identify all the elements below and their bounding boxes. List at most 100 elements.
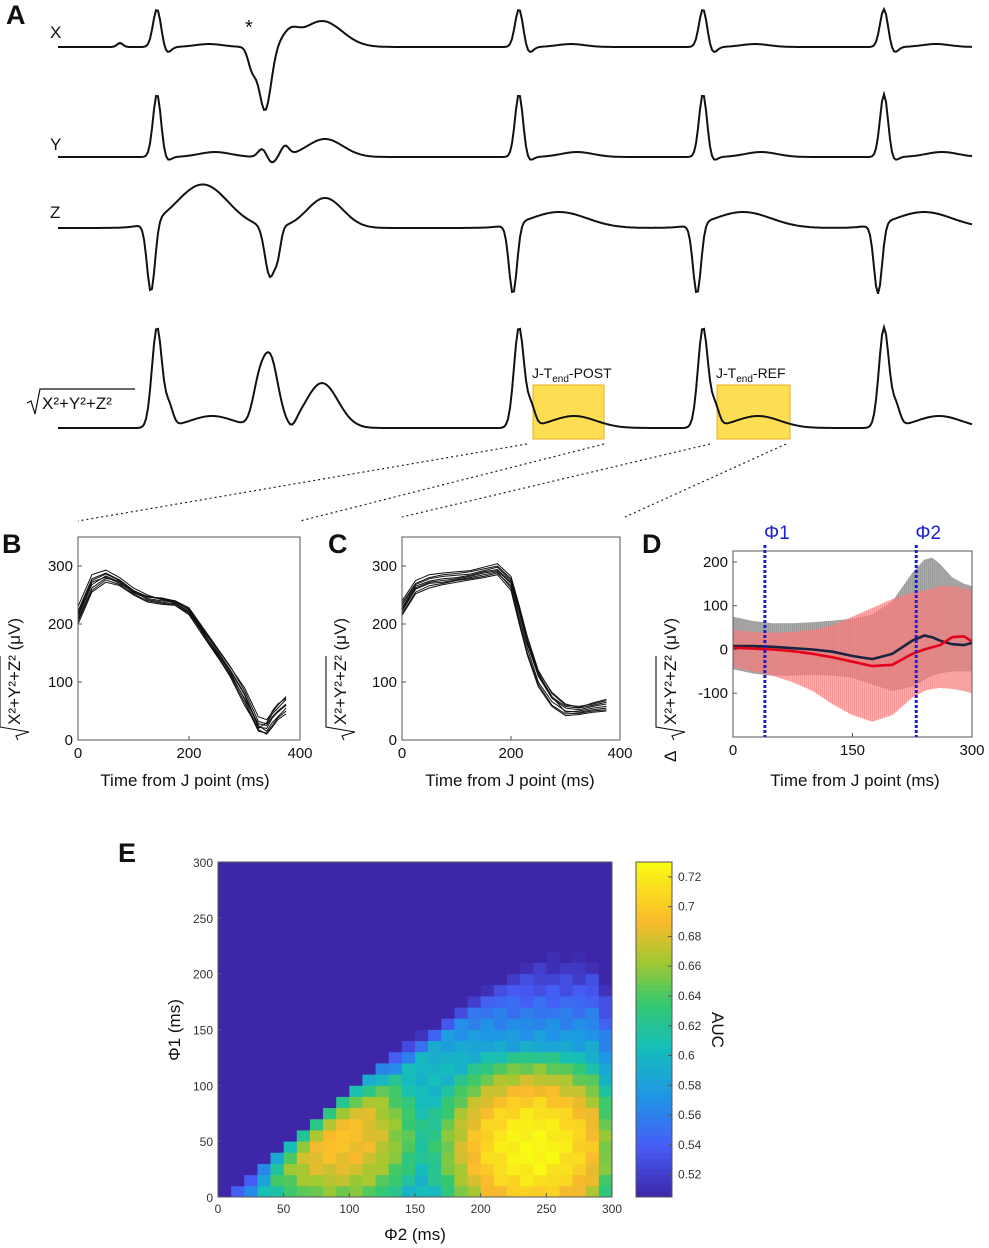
heatmap-cell bbox=[572, 973, 587, 986]
heatmap-cell bbox=[362, 1152, 376, 1164]
heatmap-cell bbox=[585, 962, 600, 975]
heatmap-cell bbox=[270, 1141, 285, 1153]
panel-d-ylabel-text: X²+Y²+Z² (μV) bbox=[661, 618, 680, 725]
heatmap-cell bbox=[362, 873, 376, 885]
heatmap-cell bbox=[218, 984, 232, 997]
panel-b-xlabel: Time from J point (ms) bbox=[100, 771, 269, 790]
x-tick-label: 0 bbox=[74, 745, 82, 762]
heatmap-cell bbox=[480, 1040, 495, 1053]
heatmap-cell bbox=[493, 1085, 508, 1097]
heatmap-cell bbox=[480, 1029, 495, 1042]
heatmap-cell bbox=[309, 917, 324, 930]
heatmap-cell bbox=[270, 1040, 285, 1053]
heatmap-cell bbox=[323, 1029, 337, 1042]
heatmap-cell bbox=[546, 984, 560, 997]
heatmap-cell bbox=[467, 951, 482, 963]
colorbar-segment bbox=[636, 1124, 672, 1131]
heatmap-cell bbox=[283, 1007, 298, 1019]
heatmap-cell bbox=[323, 1040, 337, 1053]
heatmap-cell bbox=[231, 951, 245, 963]
heatmap-cell bbox=[375, 895, 390, 908]
heatmap-cell bbox=[218, 884, 232, 896]
heatmap-cell bbox=[270, 917, 285, 930]
heatmap-cell bbox=[480, 962, 495, 975]
heatmap-cell bbox=[375, 1152, 390, 1164]
heatmap-cell bbox=[533, 1174, 547, 1187]
heatmap-cell bbox=[598, 1018, 613, 1030]
heatmap-cell bbox=[309, 951, 324, 963]
heatmap-cell bbox=[598, 1040, 613, 1053]
heatmap-cell bbox=[480, 917, 495, 930]
heatmap-cell bbox=[467, 1007, 482, 1019]
heatmap-cell bbox=[559, 1185, 573, 1198]
heatmap-cell bbox=[244, 1152, 258, 1164]
heatmap-cell bbox=[506, 1085, 521, 1097]
heatmap-cell bbox=[296, 1141, 311, 1153]
heatmap-cell bbox=[506, 906, 521, 919]
heatmap-cell bbox=[598, 984, 613, 997]
colorbar-segment bbox=[636, 923, 672, 930]
heatmap-cell bbox=[401, 1107, 416, 1120]
heatmap-cell bbox=[375, 973, 390, 986]
heatmap-cell bbox=[231, 1074, 245, 1086]
heatmap-cell bbox=[336, 895, 350, 908]
heatmap-cell bbox=[336, 862, 350, 874]
heatmap-cell bbox=[270, 1174, 285, 1187]
heatmap-cell bbox=[283, 1074, 298, 1086]
heatmap-cell bbox=[218, 1130, 232, 1142]
heatmap-cell bbox=[480, 1152, 495, 1164]
heatmap-cell bbox=[388, 1118, 403, 1131]
heatmap-cell bbox=[401, 984, 416, 997]
heatmap-cell bbox=[533, 1163, 547, 1176]
heatmap-cell bbox=[296, 862, 311, 874]
heatmap-cell bbox=[454, 895, 468, 908]
colorbar-segment bbox=[636, 1185, 672, 1192]
heatmap-cell bbox=[454, 940, 468, 952]
heatmap-cell bbox=[585, 1141, 600, 1153]
x-tick-label: 250 bbox=[536, 1202, 556, 1216]
colorbar-segment bbox=[636, 1007, 672, 1014]
heatmap-cell bbox=[585, 1007, 600, 1019]
panel-d-mean-lines bbox=[732, 634, 973, 668]
heatmap-cell bbox=[349, 1130, 363, 1142]
heatmap-cell bbox=[283, 1018, 298, 1030]
heatmap-cell bbox=[323, 1107, 337, 1120]
heatmap-cell bbox=[401, 951, 416, 963]
y-tick-label: 50 bbox=[200, 1135, 214, 1149]
colorbar-segment bbox=[636, 1135, 672, 1142]
series-line bbox=[401, 566, 607, 713]
heatmap-cell bbox=[533, 873, 547, 885]
heatmap-cell bbox=[559, 951, 573, 963]
heatmap-cell bbox=[506, 1040, 521, 1053]
heatmap-cell bbox=[441, 940, 455, 952]
heatmap-cell bbox=[283, 895, 298, 908]
heatmap-cell bbox=[336, 1152, 350, 1164]
heatmap-cell bbox=[533, 1096, 547, 1109]
heatmap-cell bbox=[572, 873, 587, 885]
heatmap-cell bbox=[559, 1096, 573, 1109]
heatmap-cell bbox=[428, 1074, 442, 1086]
heatmap-cell bbox=[283, 1174, 298, 1187]
heatmap-cell bbox=[598, 1152, 613, 1164]
heatmap-cell bbox=[493, 1130, 508, 1142]
heatmap-cell bbox=[388, 984, 403, 997]
heatmap-cell bbox=[559, 1085, 573, 1097]
heatmap-cell bbox=[349, 951, 363, 963]
x-tick-label: 200 bbox=[176, 745, 201, 762]
heatmap-cell bbox=[309, 984, 324, 997]
colorbar-segment bbox=[636, 878, 672, 885]
heatmap-cell bbox=[415, 1040, 429, 1053]
heatmap-cell bbox=[480, 884, 495, 896]
colorbar-segment bbox=[636, 1040, 672, 1047]
panel-d-axes: 0 150 300 -100 0 100 200 Φ1 Φ2 bbox=[698, 523, 985, 759]
heatmap-cell bbox=[375, 1085, 390, 1097]
heatmap-cell bbox=[454, 1029, 468, 1042]
heatmap-cell bbox=[309, 1107, 324, 1120]
heatmap-cell bbox=[296, 1074, 311, 1086]
colorbar-segment bbox=[636, 1018, 672, 1025]
heatmap-cell bbox=[244, 1163, 258, 1176]
heatmap-cell bbox=[428, 1018, 442, 1030]
series-line bbox=[77, 581, 287, 727]
heatmap-cell bbox=[598, 1107, 613, 1120]
heatmap-cell bbox=[218, 962, 232, 975]
